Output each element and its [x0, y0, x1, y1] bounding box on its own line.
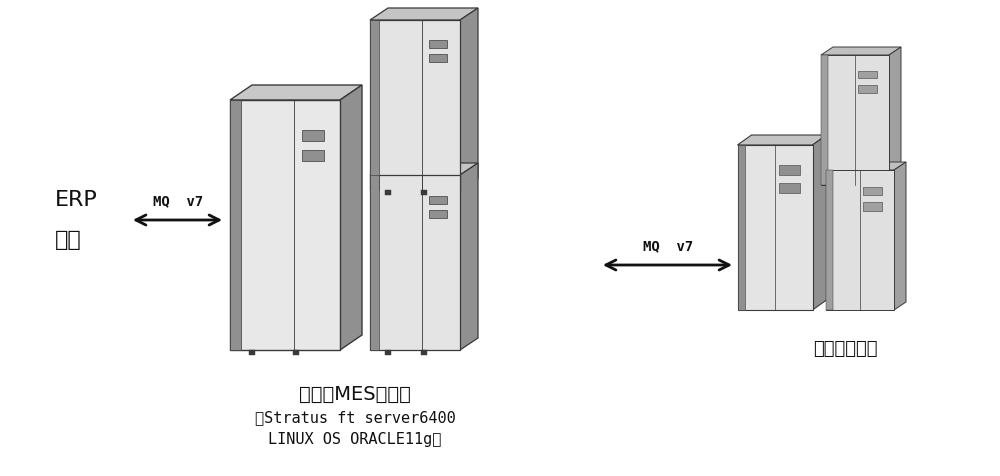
Polygon shape: [858, 85, 877, 93]
Polygon shape: [858, 70, 877, 79]
Text: MQ  v7: MQ v7: [153, 194, 203, 208]
Polygon shape: [370, 20, 379, 190]
Polygon shape: [370, 175, 379, 350]
Text: LINUX OS ORACLE11g）: LINUX OS ORACLE11g）: [268, 432, 442, 447]
Text: 二级新服务器: 二级新服务器: [813, 340, 877, 358]
Polygon shape: [738, 135, 826, 145]
Polygon shape: [460, 8, 478, 190]
Polygon shape: [385, 350, 391, 355]
Polygon shape: [738, 145, 812, 310]
Polygon shape: [821, 55, 889, 185]
Text: ERP: ERP: [55, 190, 98, 210]
Text: MQ  v7: MQ v7: [643, 239, 693, 253]
Polygon shape: [428, 40, 446, 48]
Polygon shape: [370, 20, 460, 190]
Polygon shape: [385, 190, 391, 195]
Polygon shape: [460, 163, 478, 350]
Polygon shape: [863, 187, 882, 195]
Polygon shape: [821, 55, 828, 185]
Polygon shape: [428, 54, 446, 62]
Polygon shape: [370, 8, 478, 20]
Text: （Stratus ft server6400: （Stratus ft server6400: [255, 410, 455, 425]
Polygon shape: [894, 162, 906, 310]
Polygon shape: [302, 130, 324, 141]
Polygon shape: [779, 183, 800, 193]
Polygon shape: [370, 175, 460, 350]
Polygon shape: [863, 202, 882, 210]
Polygon shape: [812, 135, 826, 310]
Polygon shape: [826, 170, 894, 310]
Polygon shape: [230, 85, 362, 100]
Polygon shape: [421, 350, 427, 355]
Polygon shape: [428, 196, 446, 204]
Polygon shape: [821, 47, 901, 55]
Polygon shape: [779, 165, 800, 175]
Polygon shape: [826, 162, 906, 170]
Polygon shape: [340, 85, 362, 350]
Polygon shape: [428, 210, 446, 218]
Text: 三级新MES服务器: 三级新MES服务器: [299, 385, 411, 404]
Polygon shape: [738, 145, 745, 310]
Polygon shape: [293, 350, 299, 355]
Text: 炼钢: 炼钢: [55, 230, 82, 250]
Polygon shape: [421, 190, 427, 195]
Polygon shape: [370, 163, 478, 175]
Polygon shape: [889, 47, 901, 185]
Polygon shape: [249, 350, 255, 355]
Polygon shape: [230, 100, 340, 350]
Polygon shape: [302, 150, 324, 161]
Polygon shape: [826, 170, 833, 310]
Polygon shape: [230, 100, 241, 350]
